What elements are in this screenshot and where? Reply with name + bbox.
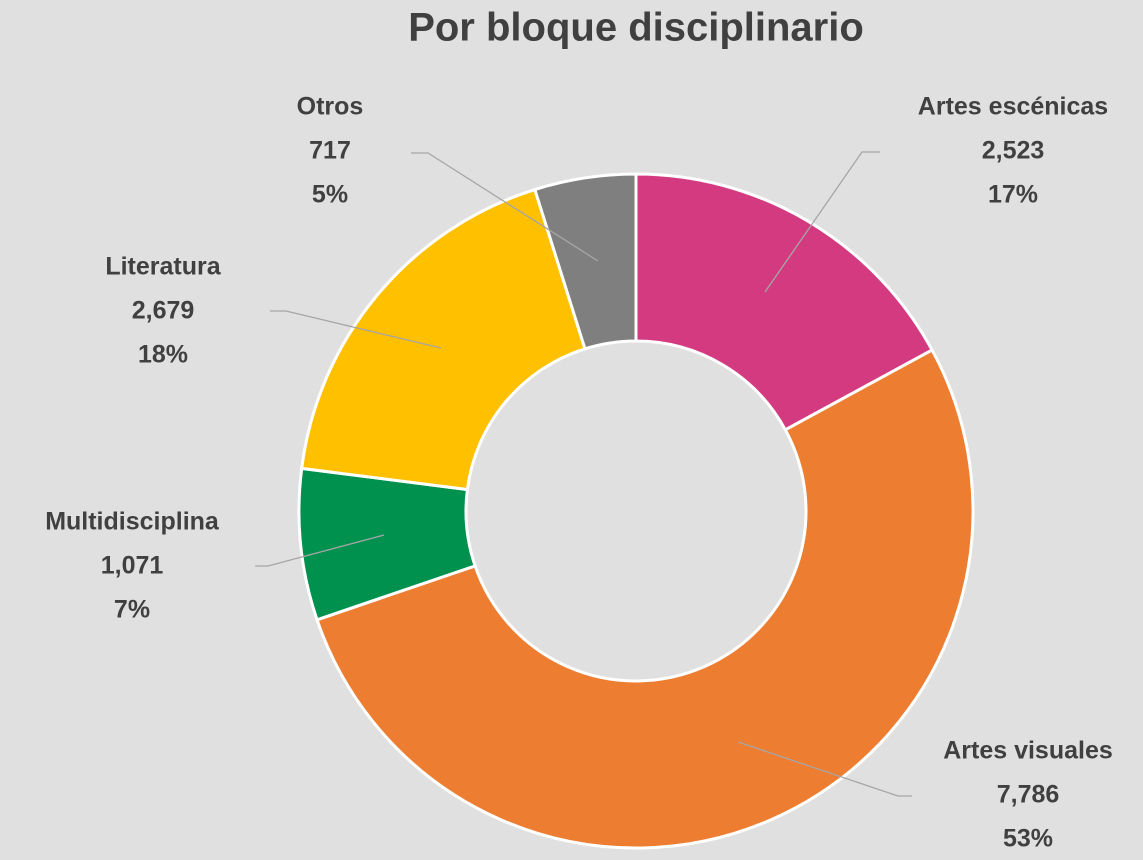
category-label: Multidisciplina <box>45 508 220 536</box>
value-label: 1,071 <box>101 552 164 580</box>
donut-slice <box>532 172 638 351</box>
chart-title: Por bloque disciplinario <box>408 6 864 50</box>
donut-slice <box>300 187 587 492</box>
value-label: 2,679 <box>132 297 195 325</box>
percent-label: 5% <box>312 181 348 209</box>
leader-line <box>411 152 599 262</box>
donut-slice <box>634 172 935 432</box>
category-label: Otros <box>297 93 364 121</box>
donut-slice <box>315 348 975 850</box>
value-label: 7,786 <box>997 781 1060 809</box>
category-label: Literatura <box>105 253 221 281</box>
percent-label: 53% <box>1003 825 1053 853</box>
percent-label: 7% <box>114 596 150 624</box>
percent-label: 18% <box>138 341 188 369</box>
value-label: 717 <box>309 137 351 165</box>
leader-line <box>737 741 912 797</box>
category-label: Artes escénicas <box>918 93 1108 121</box>
category-label: Artes visuales <box>943 737 1113 765</box>
leader-line <box>270 310 442 349</box>
leader-line <box>764 151 880 293</box>
value-label: 2,523 <box>982 137 1045 165</box>
percent-label: 17% <box>988 181 1038 209</box>
leader-line <box>255 534 385 567</box>
